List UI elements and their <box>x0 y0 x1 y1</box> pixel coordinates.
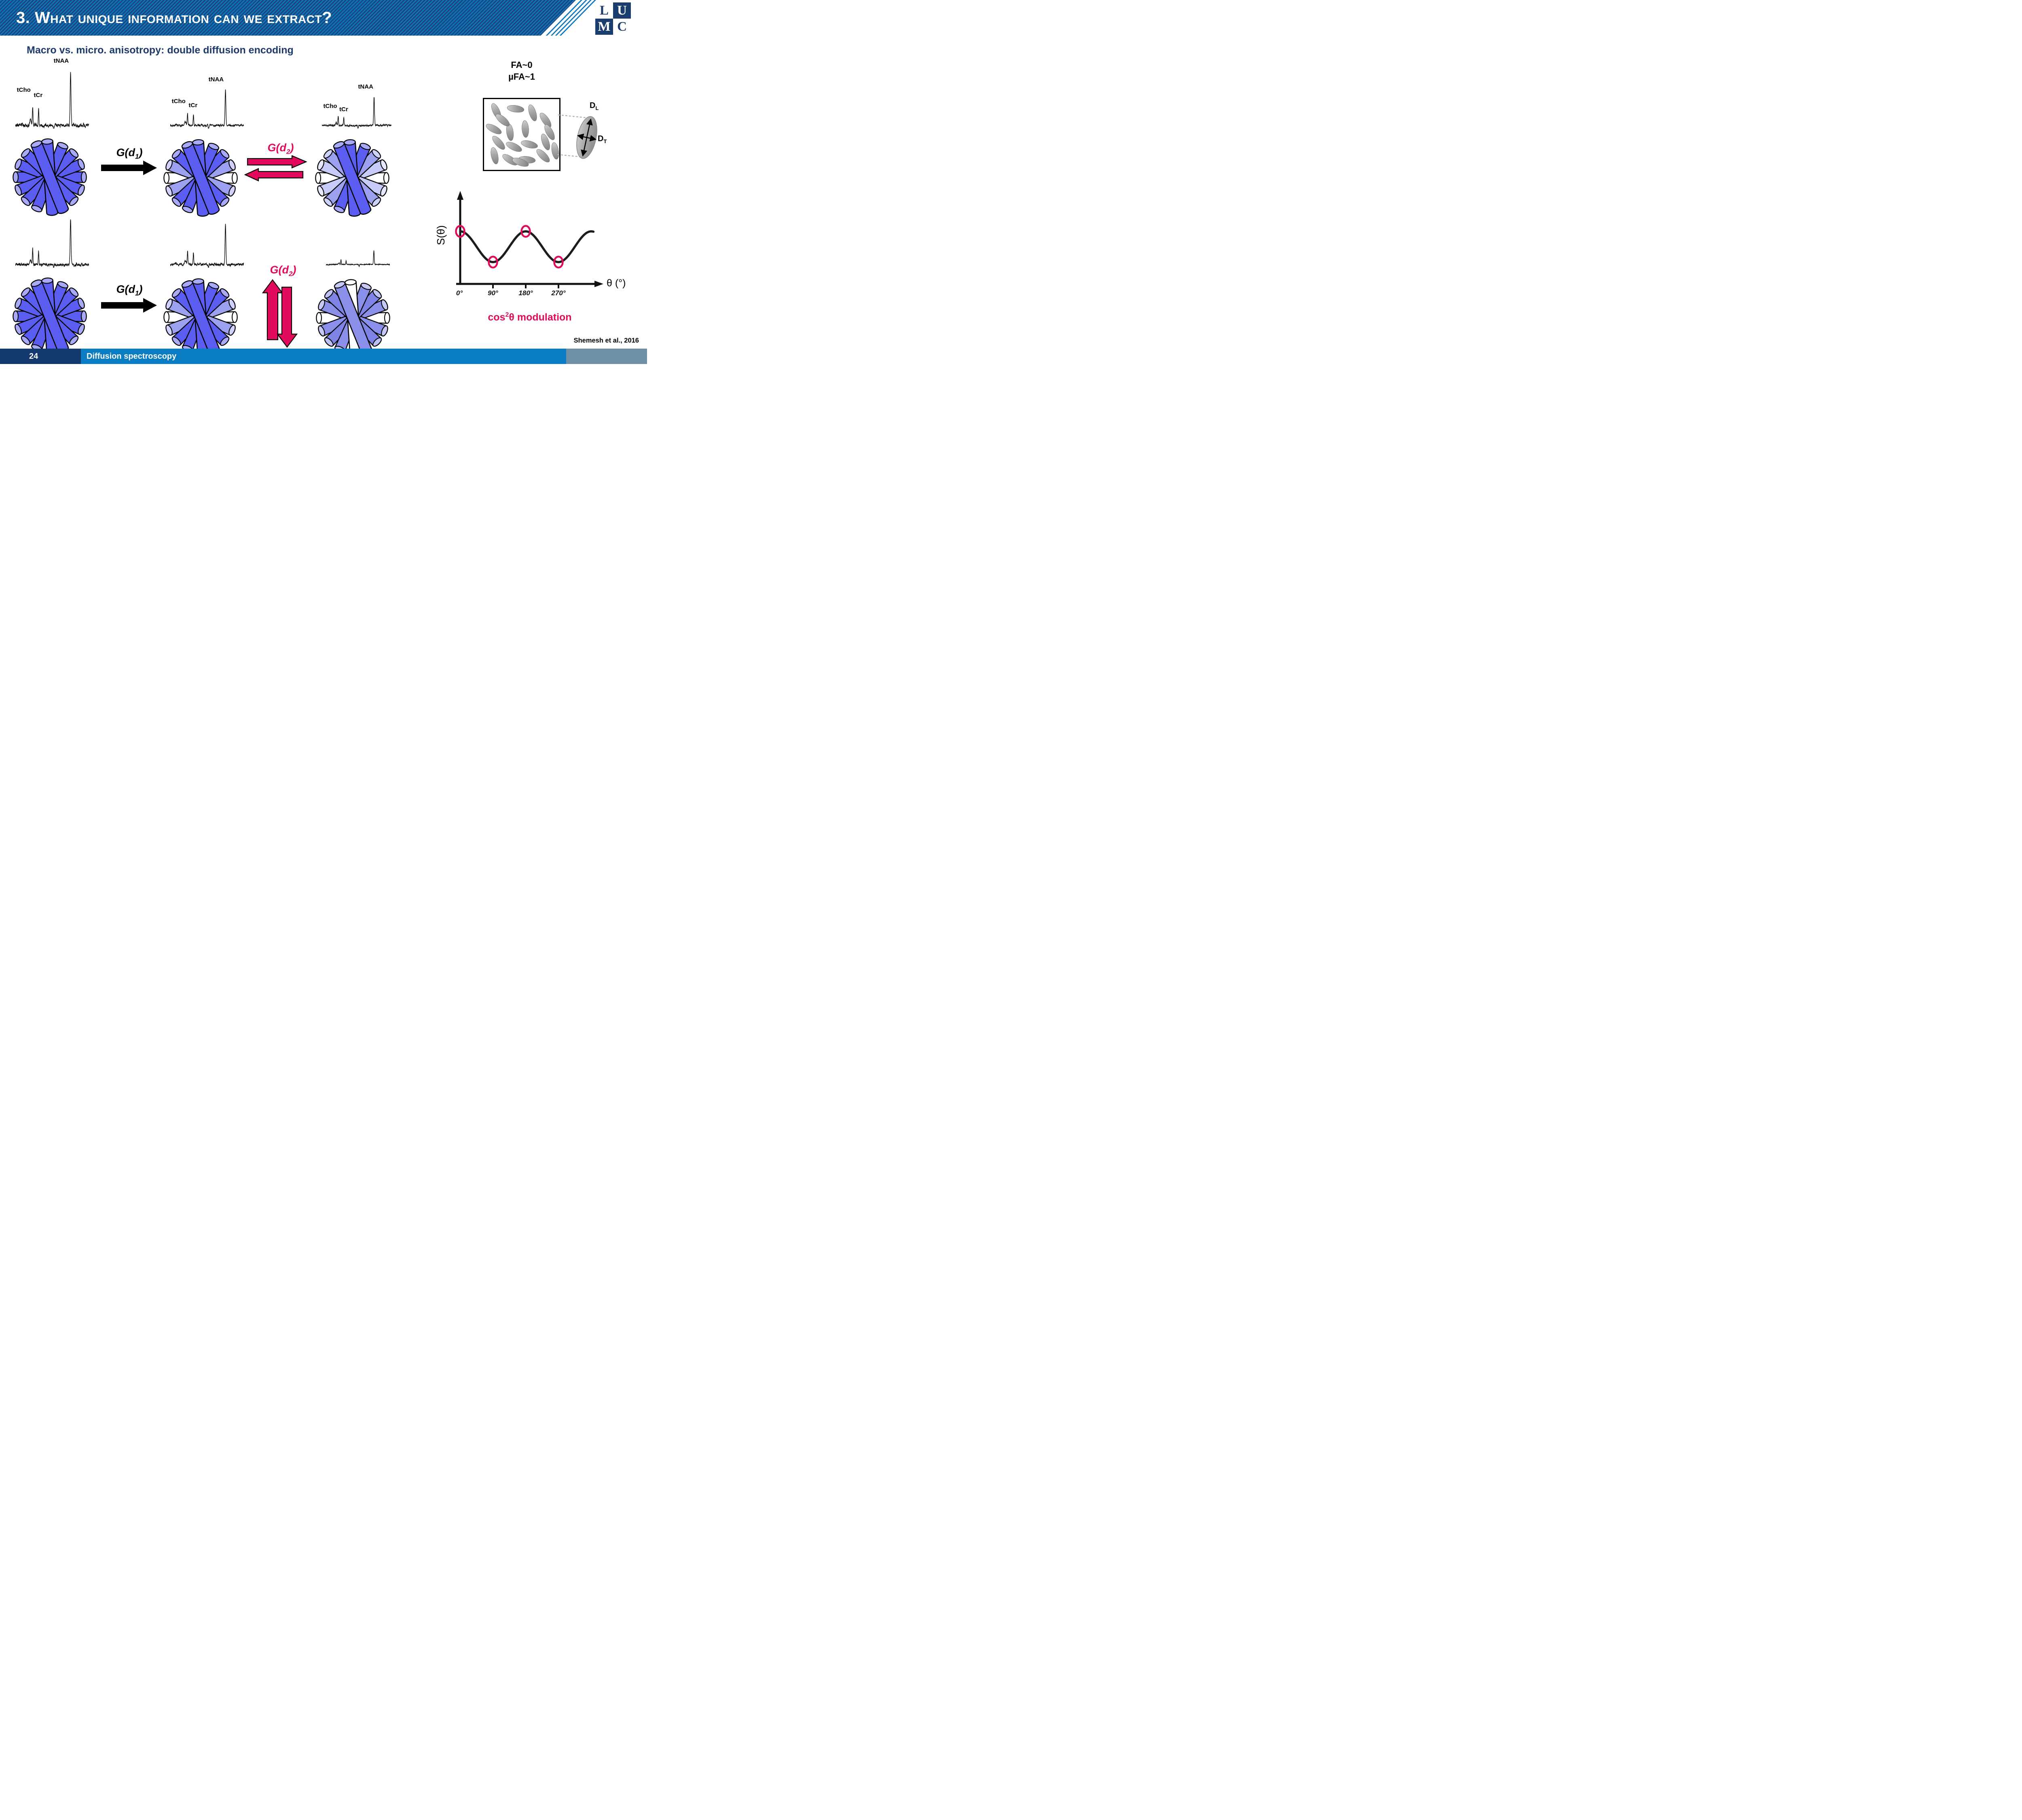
tcho-label: tCho <box>171 98 186 105</box>
svg-text:180°: 180° <box>518 289 533 297</box>
tcr-label: tCr <box>34 92 43 99</box>
logo-letter-l: L <box>595 2 613 19</box>
spectrum-trace <box>170 89 244 129</box>
footer-right-segment <box>566 349 647 364</box>
gradient2-label: G(d2) <box>267 142 294 156</box>
tcho-label: tCho <box>323 102 337 110</box>
tcho-label: tCho <box>17 86 31 93</box>
fiber-pinwheel <box>315 139 389 217</box>
fiber-pinwheel <box>163 139 238 217</box>
anisotropy-values: FA~0 µFA~1 <box>483 59 560 83</box>
fiber-pinwheel <box>316 279 390 357</box>
nmr-spectrum <box>326 240 390 268</box>
svg-text:270°: 270° <box>551 289 565 297</box>
slide-subtitle: Macro vs. micro. anisotropy: double diff… <box>27 44 294 56</box>
gradient1-label: G(d1) <box>116 283 143 297</box>
svg-text:0°: 0° <box>456 289 463 297</box>
logo-letter-m: M <box>595 19 613 35</box>
tnaa-label: tNAA <box>358 83 373 90</box>
tnaa-label: tNAA <box>208 76 224 83</box>
nmr-spectrum: tCho tCr tNAA <box>321 83 392 129</box>
tcr-label: tCr <box>188 102 198 109</box>
header-stripe-pattern <box>0 0 576 36</box>
ufa-value: µFA~1 <box>508 72 535 82</box>
tcr-label: tCr <box>339 106 348 113</box>
slide: 3. What unique information can we extrac… <box>0 0 647 364</box>
fiber-pinwheel <box>163 278 238 356</box>
gradient2-label: G(d2) <box>270 264 296 278</box>
logo-letter-c: C <box>613 19 631 35</box>
gradient1-arrow-icon <box>101 298 157 313</box>
gradient1-label: G(d1) <box>116 146 143 161</box>
page-title: 3. What unique information can we extrac… <box>16 9 332 27</box>
nmr-spectrum: tCho tCr tNAA <box>170 76 244 129</box>
spectrum-trace <box>15 219 89 268</box>
plot-y-axis-label: S(θ) <box>435 225 447 245</box>
plot-x-axis-label: θ (°) <box>607 277 626 289</box>
gradient1-arrow-icon <box>101 161 157 175</box>
short-axis-arrow <box>577 133 597 142</box>
dt-label: DT <box>598 134 607 144</box>
gradient2-vertical-arrows-icon <box>262 279 298 348</box>
header-bar: 3. What unique information can we extrac… <box>0 0 647 36</box>
zoom-line-top <box>558 114 591 119</box>
footer-section-title: Diffusion spectroscopy <box>81 349 566 364</box>
nmr-spectrum: tCho tCr tNAA <box>15 57 89 129</box>
magnified-ellipsoid <box>557 114 597 159</box>
spectrum-trace <box>170 224 244 268</box>
fiber-pinwheel <box>13 138 87 216</box>
cos2-modulation-caption: cos2θ modulation <box>488 311 572 323</box>
fiber-pinwheel <box>13 277 87 355</box>
nmr-spectrum <box>15 208 89 268</box>
spectrum-trace <box>326 250 390 267</box>
spectrum-trace <box>15 72 89 129</box>
signal-modulation-plot: 0° 90° 180° 270° <box>455 191 603 297</box>
tnaa-label: tNAA <box>53 57 69 64</box>
fa-value: FA~0 <box>511 60 533 70</box>
spectrum-trace <box>321 97 392 129</box>
citation: Shemesh et al., 2016 <box>573 337 639 344</box>
dl-label: DL <box>590 101 599 111</box>
footer-page-number: 24 <box>0 349 81 364</box>
lumc-logo: L U M C <box>595 2 631 35</box>
zoom-line-bottom <box>557 154 583 158</box>
gradient2-antiparallel-arrows-icon <box>244 155 307 182</box>
svg-text:90°: 90° <box>488 289 498 297</box>
logo-letter-u: U <box>613 2 631 19</box>
nmr-spectrum <box>170 214 244 268</box>
microstructure-box <box>483 98 560 171</box>
